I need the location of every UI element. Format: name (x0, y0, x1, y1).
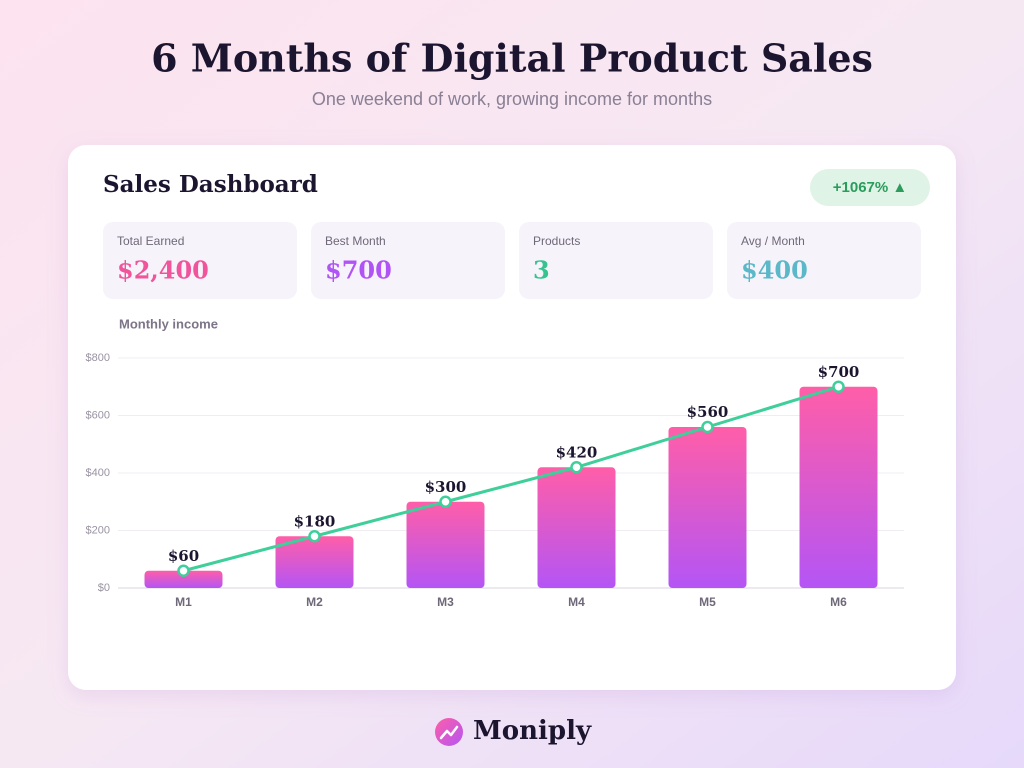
stat-box (311, 222, 505, 299)
x-tick-label: M5 (699, 595, 716, 609)
trend-point (570, 461, 583, 474)
chart: Monthly income $0 $200 $400 $600 $800 M1 M2 M3 M4… (86, 316, 904, 609)
brand: Moniply (473, 716, 592, 746)
stat-label: Best Month (325, 234, 386, 248)
logo-glyph (439, 725, 459, 740)
x-tick-label: M3 (437, 595, 454, 609)
y-tick-label: $200 (86, 524, 110, 536)
value-label: $180 (294, 512, 336, 530)
value-label: $300 (425, 478, 467, 496)
y-tick-label: $0 (98, 582, 110, 594)
bar (275, 536, 354, 588)
y-tick-label: $400 (86, 467, 110, 479)
trend-point (439, 495, 452, 508)
stat-label: Avg / Month (741, 234, 805, 248)
stat-box (103, 222, 297, 299)
value-label: $700 (818, 363, 860, 381)
chart-title: Monthly income (119, 316, 218, 331)
badge-text: +1067% ▲ (833, 179, 907, 196)
stat-value: 3 (533, 256, 550, 285)
page-subtitle: One weekend of work, growing income for … (312, 89, 712, 109)
stats: Total Earned $2,400 Best Month $700 Products… (103, 222, 921, 299)
page-title: 6 Months of Digital Product Sales (151, 36, 873, 81)
value-label: $420 (556, 443, 598, 461)
stat-value: $700 (325, 256, 392, 285)
card-title: Sales Dashboard (103, 171, 318, 198)
value-label: $560 (687, 403, 729, 421)
bar (537, 467, 616, 588)
bar (799, 386, 878, 588)
stat-box (727, 222, 921, 299)
stat-label: Products (533, 234, 580, 248)
x-tick-label: M2 (306, 595, 323, 609)
bar (144, 570, 223, 588)
trend-point (308, 530, 321, 543)
badge (810, 169, 930, 206)
stat-box (519, 222, 713, 299)
stat-value: $2,400 (117, 256, 209, 285)
trend-line (183, 385, 839, 573)
x-tick-label: M1 (175, 595, 192, 609)
trend-point (177, 564, 190, 577)
x-tick-label: M6 (830, 595, 847, 609)
bar (406, 501, 485, 588)
trend-point (832, 380, 845, 393)
stat-value: $400 (741, 256, 808, 285)
trend-point (701, 420, 714, 434)
value-label: $60 (168, 547, 199, 565)
bar (668, 427, 747, 588)
y-tick-label: $800 (86, 352, 110, 364)
y-tick-label: $600 (86, 409, 110, 421)
x-tick-label: M4 (568, 595, 585, 609)
stat-label: Total Earned (117, 234, 184, 248)
